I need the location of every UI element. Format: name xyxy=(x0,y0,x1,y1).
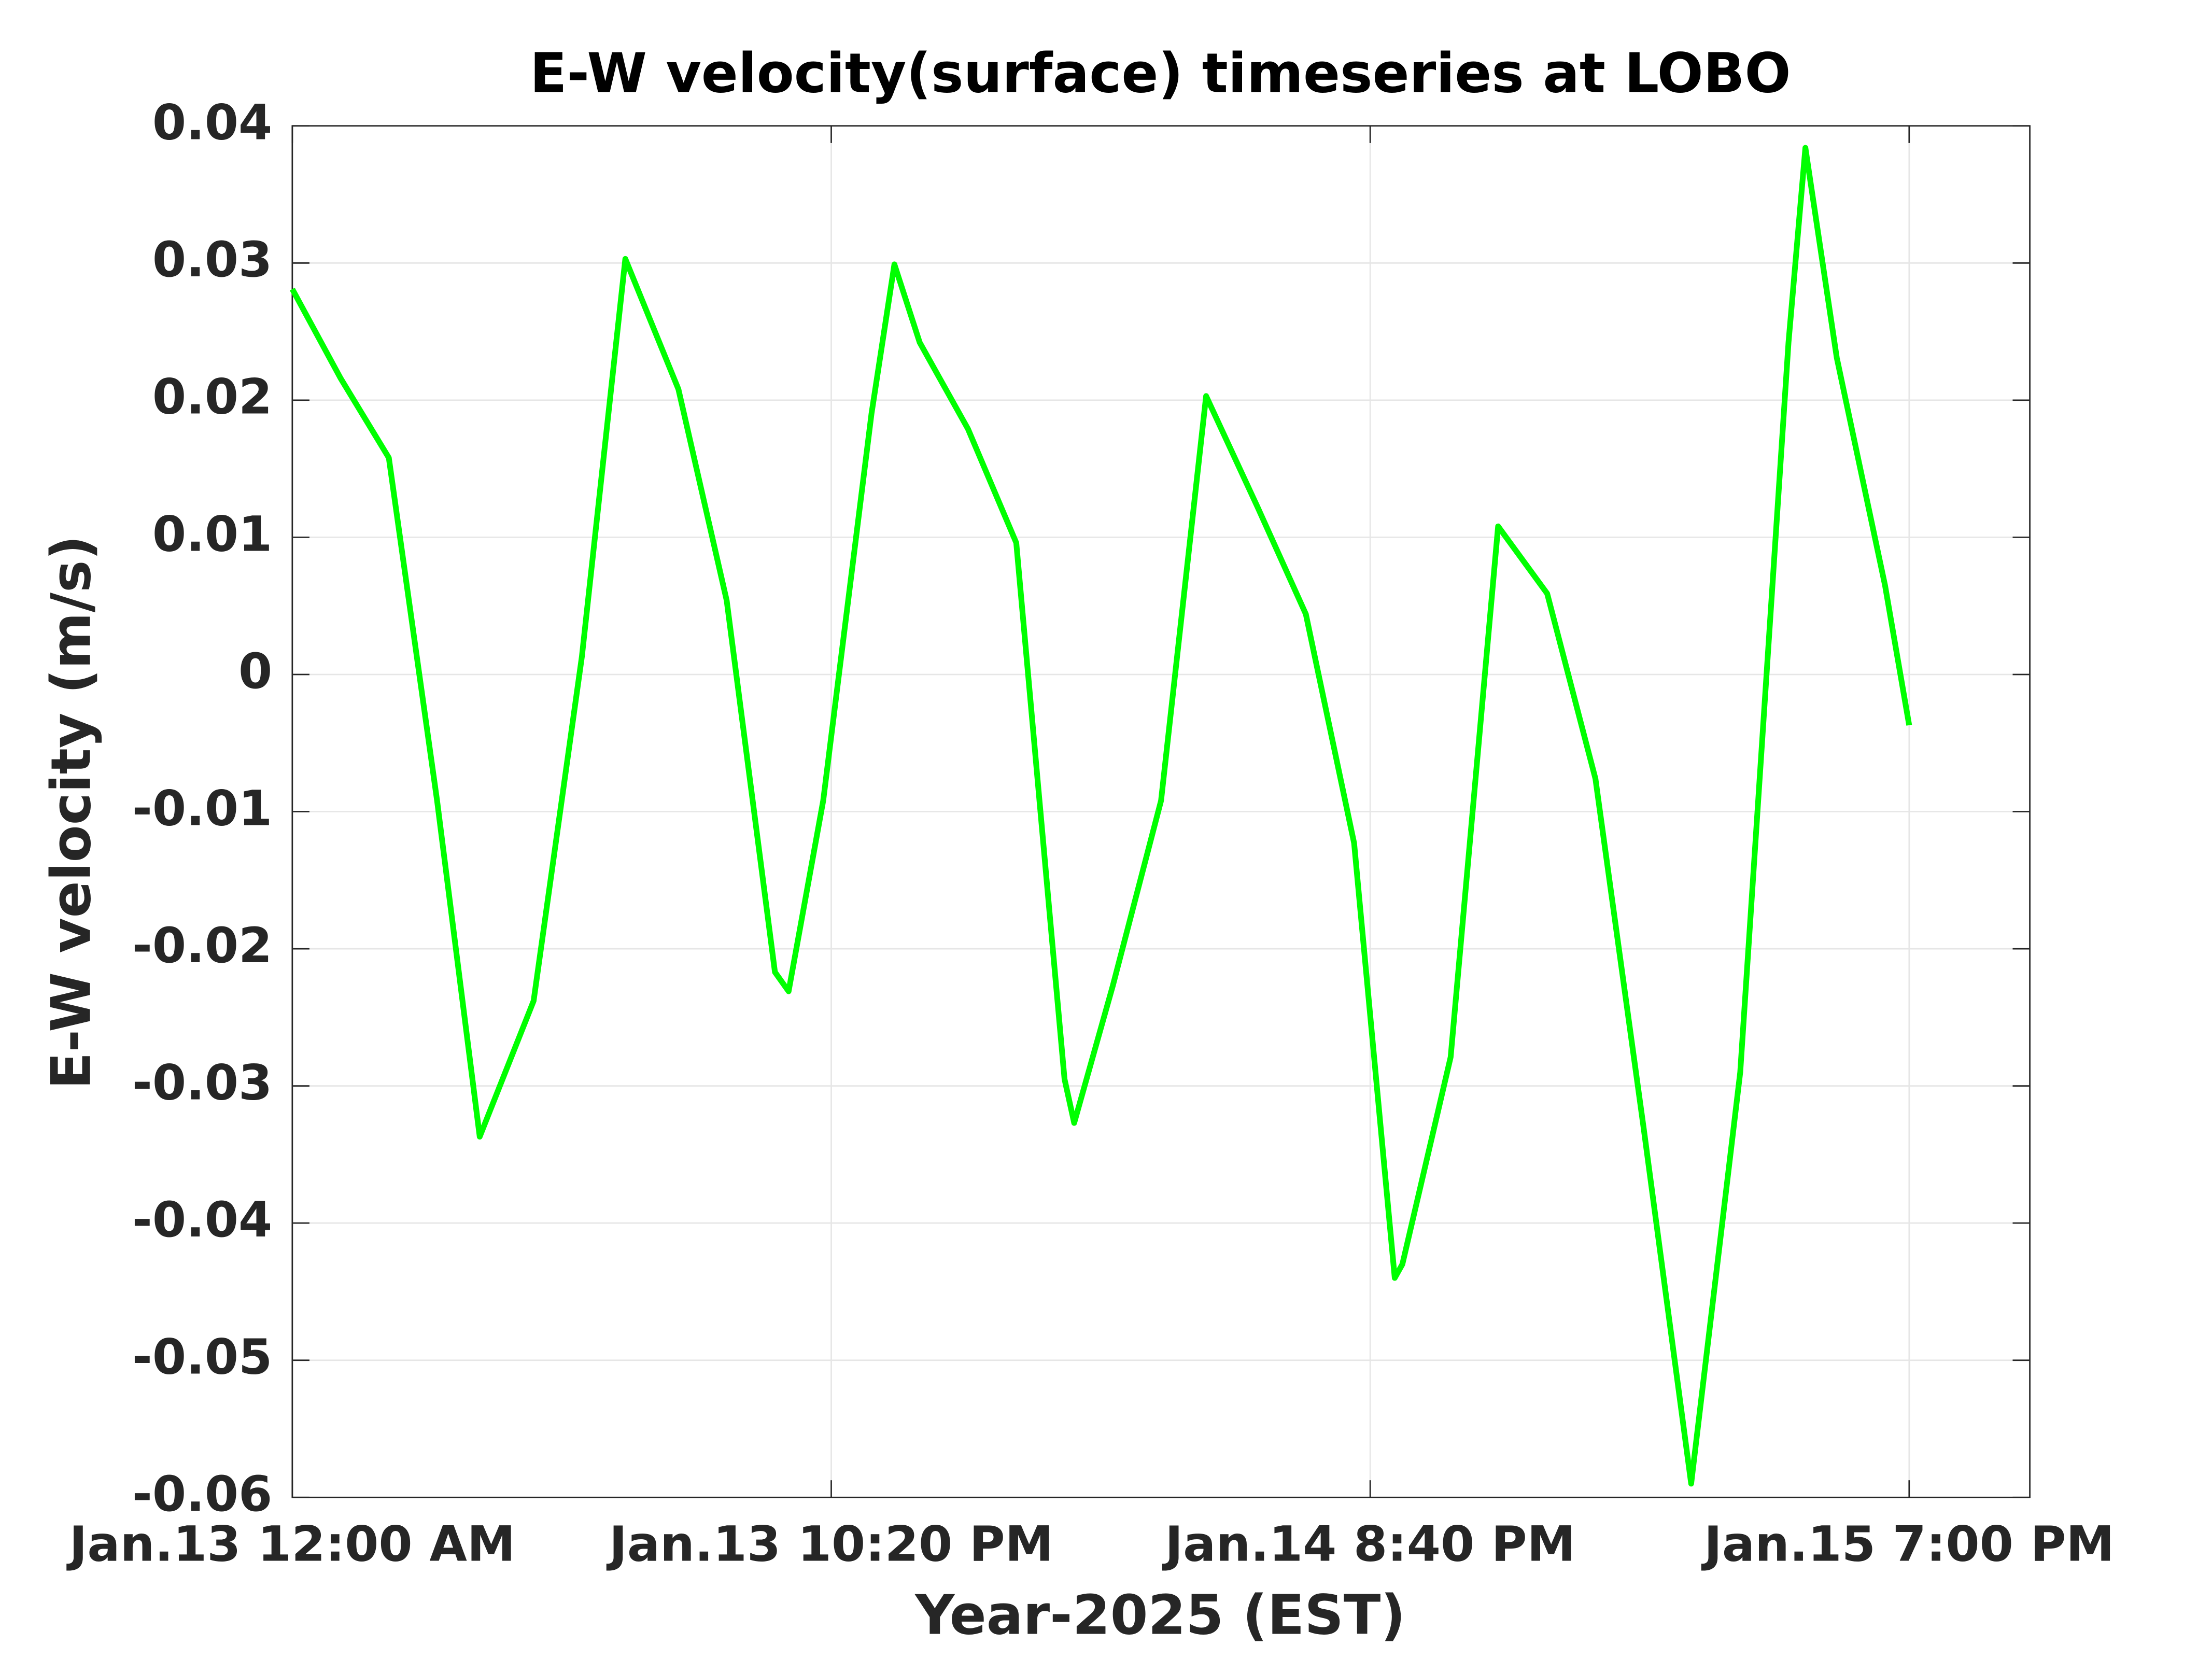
x-tick-label: Jan.13 12:00 AM xyxy=(66,1516,515,1573)
plot-frame xyxy=(291,125,2031,1498)
y-tick-label: -0.03 xyxy=(132,1055,272,1111)
x-tick-label: Jan.13 10:20 PM xyxy=(606,1516,1053,1573)
y-tick-label: 0.02 xyxy=(152,369,272,426)
y-tick-label: -0.01 xyxy=(132,780,272,837)
y-tick-label: 0.03 xyxy=(152,232,272,288)
data-line xyxy=(289,145,1912,1487)
y-tick-label: -0.04 xyxy=(132,1192,272,1248)
x-tick-label: Jan.14 8:40 PM xyxy=(1162,1516,1575,1573)
x-tick-label: Jan.15 7:00 PM xyxy=(1701,1516,2115,1573)
y-tick-label: 0.01 xyxy=(152,506,272,563)
y-tick-label: 0.04 xyxy=(152,95,272,151)
y-tick-label: 0 xyxy=(238,643,272,700)
chart-title: E-W velocity(surface) timeseries at LOBO xyxy=(530,42,1791,105)
x-axis-label: Year-2025 (EST) xyxy=(914,1584,1405,1647)
y-axis-label: E-W velocity (m/s) xyxy=(39,536,103,1090)
y-tick-label: -0.05 xyxy=(132,1329,272,1386)
y-tick-label: -0.02 xyxy=(132,918,272,974)
y-tick-label: -0.06 xyxy=(132,1466,272,1523)
